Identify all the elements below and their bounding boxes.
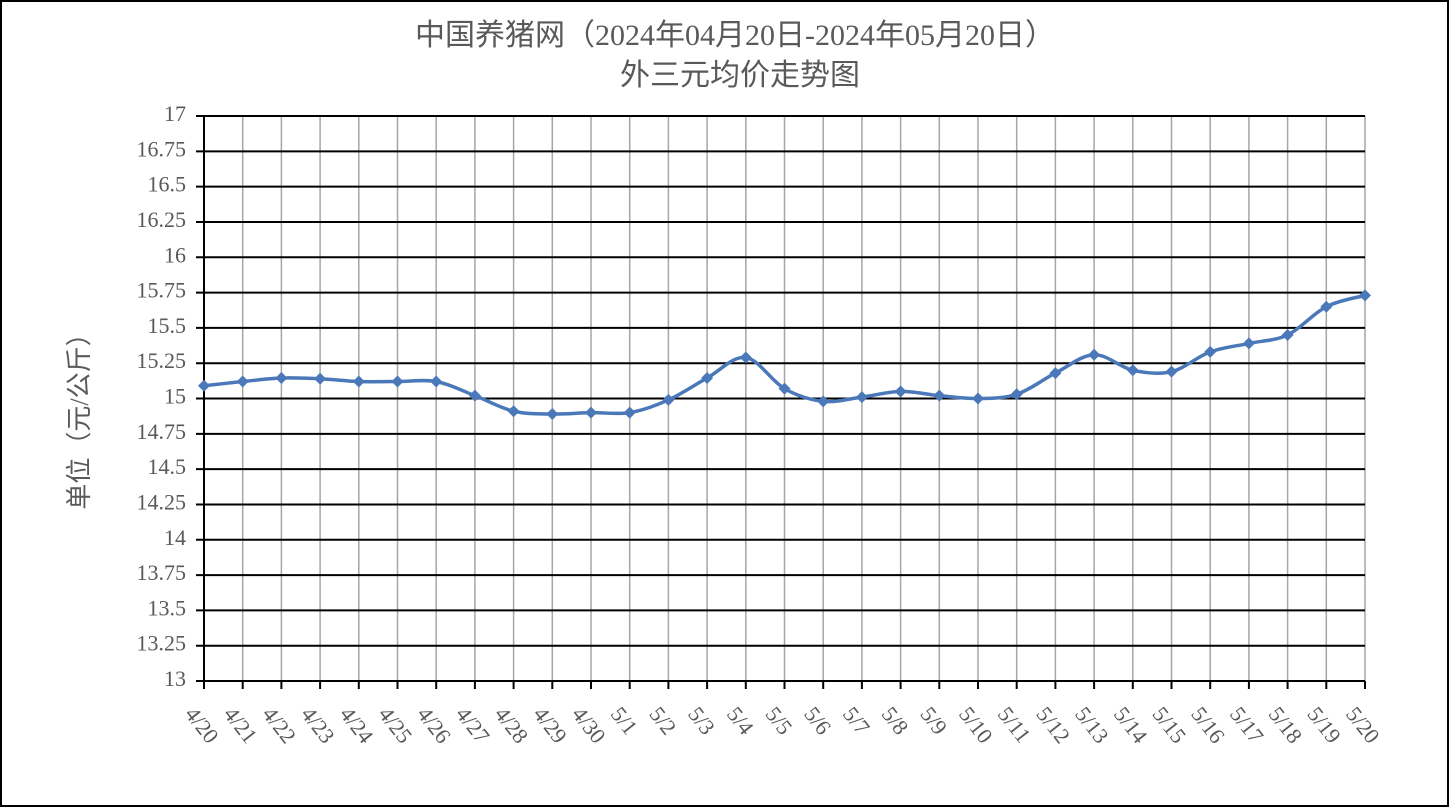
y-tick-label: 14.75 [137,419,187,444]
marker [701,372,714,385]
y-tick-label: 15 [164,384,186,409]
marker [1010,388,1023,401]
y-tick-label: 15.75 [137,278,187,303]
y-tick-label: 13.75 [137,560,187,585]
y-tick-label: 16.25 [137,207,187,232]
y-tick-label: 13.25 [137,631,187,656]
marker [894,385,907,398]
y-tick-label: 15.5 [148,313,187,338]
y-tick-label: 13 [164,666,186,691]
marker [1088,348,1101,361]
y-axis-title: 单位（元/公斤） [65,320,94,509]
marker [855,391,868,404]
y-tick-label: 15.25 [137,348,187,373]
marker [314,372,327,385]
y-tick-label: 14.25 [137,489,187,514]
chart-subtitle: 外三元均价走势图 [620,59,860,92]
y-tick-label: 16 [164,242,186,267]
marker [662,393,675,406]
marker [275,372,288,385]
marker [430,375,443,388]
marker [1359,289,1371,302]
marker [1204,345,1217,358]
marker [546,408,559,421]
marker [1281,328,1294,341]
marker [585,406,597,419]
marker [1165,365,1178,378]
chart-title: 中国养猪网（2024年04月20日-2024年05月20日） [415,19,1055,52]
y-tick-label: 16.5 [148,172,187,197]
marker [972,392,984,405]
marker [198,379,210,392]
marker [1320,300,1333,313]
y-tick-label: 16.75 [137,136,187,161]
y-tick-label: 13.5 [148,595,187,620]
y-tick-label: 17 [164,101,186,126]
marker [236,375,249,388]
marker [1242,337,1255,350]
marker [778,382,791,395]
marker [623,406,636,419]
marker [468,389,481,402]
marker [507,405,520,418]
marker [352,375,365,388]
y-tick-label: 14 [164,525,186,550]
marker [1049,367,1062,380]
marker [739,351,752,364]
marker [391,375,404,388]
marker [817,395,830,408]
marker [933,389,946,402]
marker [1126,364,1139,377]
y-tick-label: 14.5 [148,454,187,479]
